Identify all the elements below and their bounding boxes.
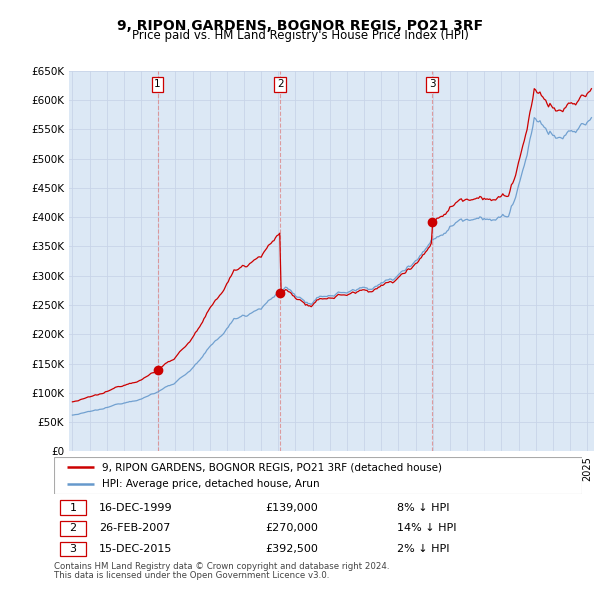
Text: 1: 1: [154, 79, 161, 89]
Text: 9, RIPON GARDENS, BOGNOR REGIS, PO21 3RF: 9, RIPON GARDENS, BOGNOR REGIS, PO21 3RF: [117, 19, 483, 33]
Bar: [61, 521, 86, 536]
Text: £270,000: £270,000: [265, 523, 318, 533]
Text: 3: 3: [70, 544, 77, 554]
Text: 15-DEC-2015: 15-DEC-2015: [99, 544, 172, 554]
Text: 1: 1: [70, 503, 77, 513]
Text: 3: 3: [429, 79, 436, 89]
Text: HPI: Average price, detached house, Arun: HPI: Average price, detached house, Arun: [101, 478, 319, 489]
Text: 16-DEC-1999: 16-DEC-1999: [99, 503, 173, 513]
Text: £139,000: £139,000: [265, 503, 318, 513]
Text: Contains HM Land Registry data © Crown copyright and database right 2024.: Contains HM Land Registry data © Crown c…: [54, 562, 389, 571]
Text: 26-FEB-2007: 26-FEB-2007: [99, 523, 170, 533]
Text: 2: 2: [70, 523, 77, 533]
Text: This data is licensed under the Open Government Licence v3.0.: This data is licensed under the Open Gov…: [54, 571, 329, 579]
Text: 8% ↓ HPI: 8% ↓ HPI: [397, 503, 450, 513]
Bar: [61, 542, 86, 556]
Text: 2% ↓ HPI: 2% ↓ HPI: [397, 544, 450, 554]
Bar: [61, 500, 86, 515]
Text: 14% ↓ HPI: 14% ↓ HPI: [397, 523, 457, 533]
Text: 9, RIPON GARDENS, BOGNOR REGIS, PO21 3RF (detached house): 9, RIPON GARDENS, BOGNOR REGIS, PO21 3RF…: [101, 463, 442, 473]
Text: Price paid vs. HM Land Registry's House Price Index (HPI): Price paid vs. HM Land Registry's House …: [131, 30, 469, 42]
Text: 2: 2: [277, 79, 284, 89]
Text: £392,500: £392,500: [265, 544, 318, 554]
